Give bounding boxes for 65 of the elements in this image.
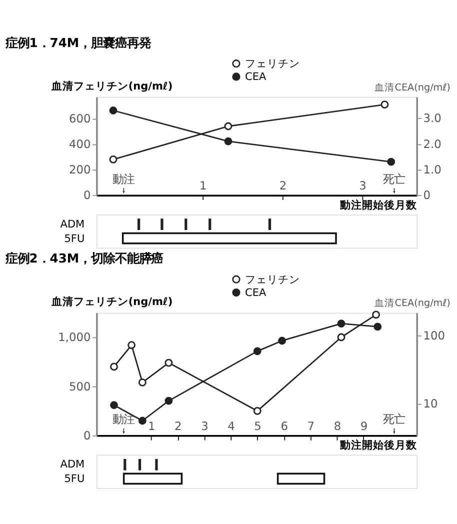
x-tick-label: 3 bbox=[359, 178, 366, 192]
x-tick-label: 8 bbox=[334, 418, 342, 433]
legend-label: フェリチン bbox=[244, 58, 300, 70]
annotation: 動注 bbox=[112, 172, 135, 186]
y-tick-label: 1,000 bbox=[58, 330, 91, 344]
point bbox=[109, 106, 118, 114]
x-axis-title: 動注開始後月数 bbox=[339, 198, 418, 212]
point bbox=[337, 333, 346, 342]
point bbox=[372, 310, 380, 319]
y-axis-title: 血清フェリチン(ng/mℓ) bbox=[50, 295, 173, 308]
point bbox=[138, 416, 146, 425]
point bbox=[337, 320, 346, 328]
y-tick-label: 0 bbox=[84, 428, 91, 442]
x-tick-label: 3 bbox=[201, 418, 208, 433]
x-tick-label: 2 bbox=[279, 178, 287, 192]
x-tick-label: 5 bbox=[254, 418, 262, 433]
x-tick-label: 2 bbox=[174, 418, 182, 433]
y2-tick-label: 2.0 bbox=[423, 136, 442, 151]
point bbox=[374, 322, 382, 331]
point bbox=[138, 378, 146, 386]
y-tick-label: 5FU bbox=[64, 473, 85, 486]
y2-tick-label: 100 bbox=[423, 328, 445, 343]
point bbox=[109, 155, 118, 164]
y2-tick-label: 3.0 bbox=[423, 111, 442, 126]
y2-axis-title: 血清CEA(ng/mℓ) bbox=[374, 297, 450, 310]
point bbox=[164, 358, 173, 367]
x-tick-label: 7 bbox=[307, 418, 315, 433]
y-tick-label: 200 bbox=[69, 162, 91, 177]
y-tick-label: 0 bbox=[84, 188, 91, 202]
point bbox=[128, 341, 136, 350]
x-tick-label: 9 bbox=[360, 418, 368, 433]
y-tick-label: ADM bbox=[60, 458, 85, 471]
y2-tick-label: 0 bbox=[423, 188, 430, 202]
point bbox=[110, 401, 118, 410]
point bbox=[380, 100, 389, 109]
point bbox=[164, 396, 173, 405]
y-tick-label: 600 bbox=[69, 112, 91, 126]
point bbox=[253, 347, 262, 356]
legend-label: CEA bbox=[244, 71, 267, 84]
legend-label: CEA bbox=[244, 287, 267, 300]
y-tick-label: ADM bbox=[60, 218, 85, 230]
x-tick-label: 4 bbox=[228, 418, 235, 433]
y2-axis-title: 血清CEA(ng/mℓ) bbox=[374, 81, 450, 94]
y-axis-title: 血清フェリチン(ng/mℓ) bbox=[50, 79, 173, 92]
annotation: 死亡 bbox=[383, 412, 406, 426]
chart-title: 症例2．43M，切除不能膵癌 bbox=[4, 252, 164, 266]
x-axis-title: 動注開始後月数 bbox=[339, 438, 418, 452]
point bbox=[387, 158, 396, 166]
legend-label: フェリチン bbox=[244, 274, 300, 286]
y-tick-label: 5FU bbox=[64, 232, 85, 245]
y2-tick-label: 1.0 bbox=[423, 162, 442, 176]
y-tick-label: 400 bbox=[69, 137, 91, 152]
x-tick-label: 1 bbox=[199, 178, 207, 192]
point bbox=[278, 336, 286, 345]
point bbox=[224, 122, 232, 130]
point bbox=[110, 362, 118, 371]
chart-title: 症例1．74M，胆嚢癌再発 bbox=[4, 36, 152, 50]
x-tick-label: 6 bbox=[280, 418, 288, 433]
point bbox=[224, 137, 232, 146]
x-tick-label: 1 bbox=[148, 418, 156, 433]
annotation: 死亡 bbox=[383, 172, 406, 186]
y-tick-label: 500 bbox=[69, 379, 91, 394]
point bbox=[253, 406, 262, 415]
annotation: 動注 bbox=[112, 412, 135, 426]
y2-tick-label: 10 bbox=[423, 396, 438, 411]
